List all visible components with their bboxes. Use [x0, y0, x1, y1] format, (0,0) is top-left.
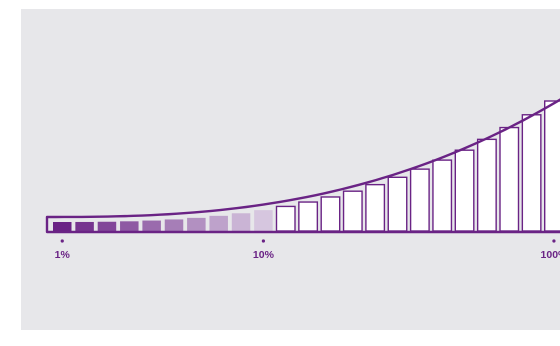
tick-dot — [60, 239, 64, 243]
scale-bar-empty — [499, 126, 520, 232]
scale-bar-empty — [544, 100, 560, 232]
scale-bar-filled — [142, 220, 161, 231]
scale-bar-filled — [53, 222, 72, 231]
scale-bar-empty — [320, 196, 341, 232]
scale-bar-filled — [187, 217, 206, 231]
scale-bar-empty — [454, 149, 475, 232]
scale-bar-empty — [409, 168, 430, 232]
tick-dot — [552, 239, 556, 243]
scale-bar-filled — [164, 219, 184, 231]
diagram-panel: 1% 10% 100% — [21, 9, 560, 330]
scale-ticks: 1% 10% 100% — [55, 239, 560, 261]
logarithmic-percentage-scale: 1% 10% 100% — [45, 98, 560, 261]
scale-bar-filled — [231, 213, 251, 231]
scale-bar-filled — [254, 210, 273, 231]
scale-bar-empty — [476, 138, 497, 232]
scale-bar-empty — [275, 205, 296, 232]
scale-bars — [53, 100, 560, 232]
tick-dot — [261, 239, 265, 243]
scale-bar-empty — [387, 176, 408, 232]
scale-bar-filled — [120, 221, 139, 231]
scale-bar-empty — [521, 114, 542, 232]
scale-bar-empty — [298, 201, 319, 232]
scale-bar-empty — [365, 183, 386, 232]
scale-bar-filled — [209, 215, 228, 231]
tick-label: 1% — [55, 249, 71, 261]
scale-bar-empty — [432, 159, 453, 232]
scale-bar-empty — [342, 190, 363, 232]
scale-bar-filled — [75, 221, 94, 231]
scale-bar-filled — [97, 221, 117, 231]
tick-label: 10% — [253, 249, 275, 261]
tick-label: 100% — [541, 249, 560, 261]
scale-curve-outline — [45, 98, 560, 234]
